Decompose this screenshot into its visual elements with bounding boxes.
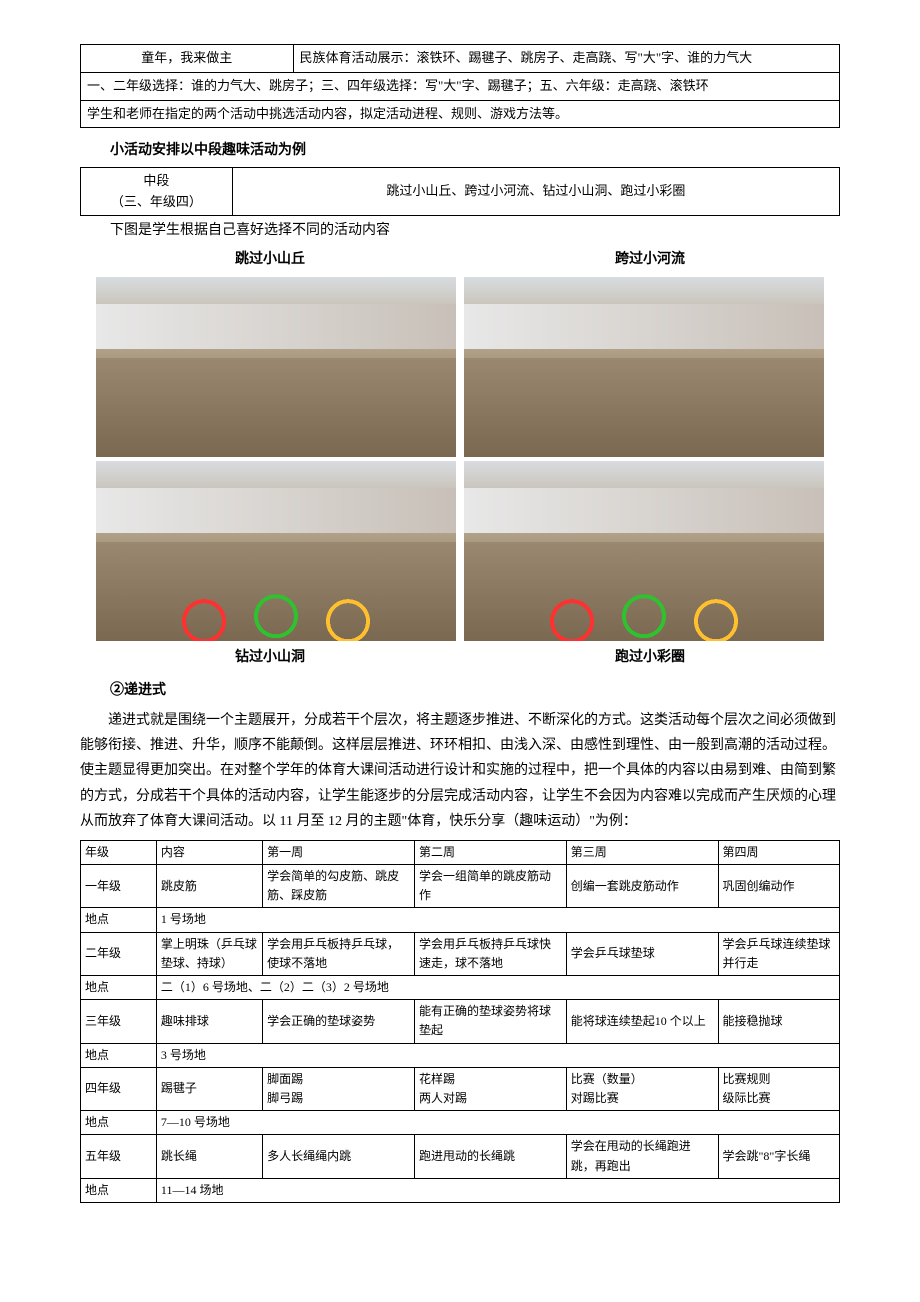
schedule-header-row: 年级 内容 第一周 第二周 第三周 第四周 <box>81 840 840 864</box>
schedule-cell: 学会乒乓球连续垫球并行走 <box>718 932 839 975</box>
schedule-cell: 趣味排球 <box>156 1000 262 1043</box>
photo-row-1 <box>80 277 840 457</box>
note-text: 下图是学生根据自己喜好选择不同的活动内容 <box>110 220 840 242</box>
location-label-cell: 地点 <box>81 976 157 1000</box>
schedule-row: 四年级踢毽子脚面踢 脚弓踢花样踢 两人对踢比赛（数量） 对踢比赛比赛规则 级际比… <box>81 1067 840 1110</box>
schedule-cell: 掌上明珠（乒乓球垫球、持球） <box>156 932 262 975</box>
theme-desc-cell: 民族体育活动展示：滚铁环、踢毽子、跳房子、走高跷、写"大"字、谁的力气大 <box>293 45 839 73</box>
schedule-cell: 跑进甩动的长绳跳 <box>414 1135 566 1178</box>
schedule-cell: 学会乒乓球垫球 <box>566 932 718 975</box>
section-label-1: 小活动安排以中段趣味活动为例 <box>110 140 840 162</box>
theme-table: 童年，我来做主 民族体育活动展示：滚铁环、踢毽子、跳房子、走高跷、写"大"字、谁… <box>80 44 840 128</box>
location-label-cell: 地点 <box>81 1111 157 1135</box>
location-value-cell: 1 号场地 <box>156 908 839 932</box>
schedule-cell: 学会用乒乓板持乒乓球，使球不落地 <box>263 932 415 975</box>
schedule-cell: 三年级 <box>81 1000 157 1043</box>
schedule-cell: 跳长绳 <box>156 1135 262 1178</box>
schedule-cell: 脚面踢 脚弓踢 <box>263 1067 415 1110</box>
activities-cell: 跳过小山丘、跨过小河流、钻过小山洞、跑过小彩圈 <box>232 167 839 216</box>
hdr-w1: 第一周 <box>263 840 415 864</box>
schedule-cell: 比赛（数量） 对踢比赛 <box>566 1067 718 1110</box>
schedule-row: 地点3 号场地 <box>81 1043 840 1067</box>
instruction-cell: 学生和老师在指定的两个活动中挑选活动内容，拟定活动进程、规则、游戏方法等。 <box>81 100 840 128</box>
grade-line1: 中段 <box>87 171 226 192</box>
location-value-cell: 3 号场地 <box>156 1043 839 1067</box>
schedule-row: 一年级跳皮筋学会简单的勾皮筋、跳皮筋、踩皮筋学会一组简单的跳皮筋动作创编一套跳皮… <box>81 865 840 908</box>
schedule-row: 地点1 号场地 <box>81 908 840 932</box>
schedule-row: 五年级跳长绳多人长绳绳内跳跑进甩动的长绳跳学会在甩动的长绳跑进跳，再跑出学会跳"… <box>81 1135 840 1178</box>
schedule-row: 地点二（1）6 号场地、二（2）二（3）2 号场地 <box>81 976 840 1000</box>
schedule-row: 二年级掌上明珠（乒乓球垫球、持球）学会用乒乓板持乒乓球，使球不落地学会用乒乓板持… <box>81 932 840 975</box>
theme-cell: 童年，我来做主 <box>81 45 294 73</box>
grade-line2: （三、年级四） <box>87 192 226 213</box>
grade-selection-cell: 一、二年级选择：谁的力气大、跳房子；三、四年级选择：写"大"字、踢毽子；五、六年… <box>81 72 840 100</box>
location-label-cell: 地点 <box>81 908 157 932</box>
schedule-cell: 四年级 <box>81 1067 157 1110</box>
schedule-row: 三年级趣味排球学会正确的垫球姿势能有正确的垫球姿势将球垫起能将球连续垫起10 个… <box>81 1000 840 1043</box>
caption-top-right: 跨过小河流 <box>460 249 840 271</box>
schedule-cell: 能有正确的垫球姿势将球垫起 <box>414 1000 566 1043</box>
schedule-cell: 能接稳抛球 <box>718 1000 839 1043</box>
caption-row-top: 跳过小山丘 跨过小河流 <box>80 249 840 271</box>
schedule-cell: 学会一组简单的跳皮筋动作 <box>414 865 566 908</box>
photo-cross-river <box>464 277 824 457</box>
location-value-cell: 7—10 号场地 <box>156 1111 839 1135</box>
schedule-cell: 巩固创编动作 <box>718 865 839 908</box>
caption-row-bottom: 钻过小山洞 跑过小彩圈 <box>80 647 840 669</box>
schedule-cell: 创编一套跳皮筋动作 <box>566 865 718 908</box>
photo-drill-cave <box>96 461 456 641</box>
location-value-cell: 二（1）6 号场地、二（2）二（3）2 号场地 <box>156 976 839 1000</box>
schedule-cell: 学会在甩动的长绳跑进跳，再跑出 <box>566 1135 718 1178</box>
caption-top-left: 跳过小山丘 <box>80 249 460 271</box>
hdr-w2: 第二周 <box>414 840 566 864</box>
hdr-w4: 第四周 <box>718 840 839 864</box>
location-value-cell: 11—14 场地 <box>156 1178 839 1202</box>
schedule-cell: 踢毽子 <box>156 1067 262 1110</box>
caption-bottom-right: 跑过小彩圈 <box>460 647 840 669</box>
caption-bottom-left: 钻过小山洞 <box>80 647 460 669</box>
schedule-row: 地点11—14 场地 <box>81 1178 840 1202</box>
schedule-cell: 多人长绳绳内跳 <box>263 1135 415 1178</box>
schedule-cell: 二年级 <box>81 932 157 975</box>
photo-row-2 <box>80 461 840 641</box>
progressive-paragraph: 递进式就是围绕一个主题展开，分成若干个层次，将主题逐步推进、不断深化的方式。这类… <box>80 708 840 834</box>
schedule-cell: 学会正确的垫球姿势 <box>263 1000 415 1043</box>
schedule-cell: 五年级 <box>81 1135 157 1178</box>
schedule-table: 年级 内容 第一周 第二周 第三周 第四周 一年级跳皮筋学会简单的勾皮筋、跳皮筋… <box>80 840 840 1203</box>
schedule-cell: 能将球连续垫起10 个以上 <box>566 1000 718 1043</box>
location-label-cell: 地点 <box>81 1178 157 1202</box>
schedule-cell: 花样踢 两人对踢 <box>414 1067 566 1110</box>
schedule-cell: 学会跳"8"字长绳 <box>718 1135 839 1178</box>
schedule-cell: 学会简单的勾皮筋、跳皮筋、踩皮筋 <box>263 865 415 908</box>
schedule-cell: 跳皮筋 <box>156 865 262 908</box>
schedule-row: 地点7—10 号场地 <box>81 1111 840 1135</box>
section-label-2: ②递进式 <box>110 680 840 702</box>
location-label-cell: 地点 <box>81 1043 157 1067</box>
middle-grade-table: 中段 （三、年级四） 跳过小山丘、跨过小河流、钻过小山洞、跑过小彩圈 <box>80 167 840 217</box>
schedule-cell: 一年级 <box>81 865 157 908</box>
hdr-w3: 第三周 <box>566 840 718 864</box>
photo-run-hoops <box>464 461 824 641</box>
photo-jump-hill <box>96 277 456 457</box>
grade-cell: 中段 （三、年级四） <box>81 167 233 216</box>
schedule-cell: 学会用乒乓板持乒乓球快速走，球不落地 <box>414 932 566 975</box>
hdr-content: 内容 <box>156 840 262 864</box>
hdr-grade: 年级 <box>81 840 157 864</box>
schedule-cell: 比赛规则 级际比赛 <box>718 1067 839 1110</box>
